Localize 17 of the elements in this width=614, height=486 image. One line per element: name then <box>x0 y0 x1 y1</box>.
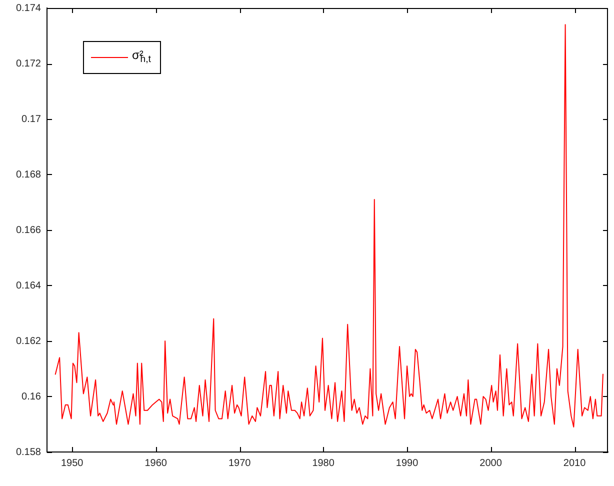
legend-label: σ²$_{h,t}$ <box>132 48 151 68</box>
y-tick-label: 0.162 <box>16 336 42 347</box>
x-tick-label: 1960 <box>144 458 168 469</box>
y-tick-label: 0.174 <box>16 2 42 14</box>
x-tick-label: 1980 <box>312 458 335 469</box>
x-tick-label: 1970 <box>228 458 252 469</box>
y-tick-label: 0.16 <box>22 391 42 402</box>
x-tick-label: 1950 <box>60 458 84 469</box>
y-tick-label: 0.172 <box>16 58 42 70</box>
y-tick-label: 0.168 <box>16 169 42 180</box>
y-tick-label: 0.17 <box>22 114 42 125</box>
x-tick-label: 1990 <box>396 458 419 469</box>
x-tick-label: 2000 <box>480 458 502 469</box>
y-tick-label: 0.164 <box>16 280 42 292</box>
y-tick-label: 0.166 <box>16 224 42 236</box>
y-tick-label: 0.158 <box>16 446 42 458</box>
x-tick-label: 2010 <box>563 458 586 469</box>
